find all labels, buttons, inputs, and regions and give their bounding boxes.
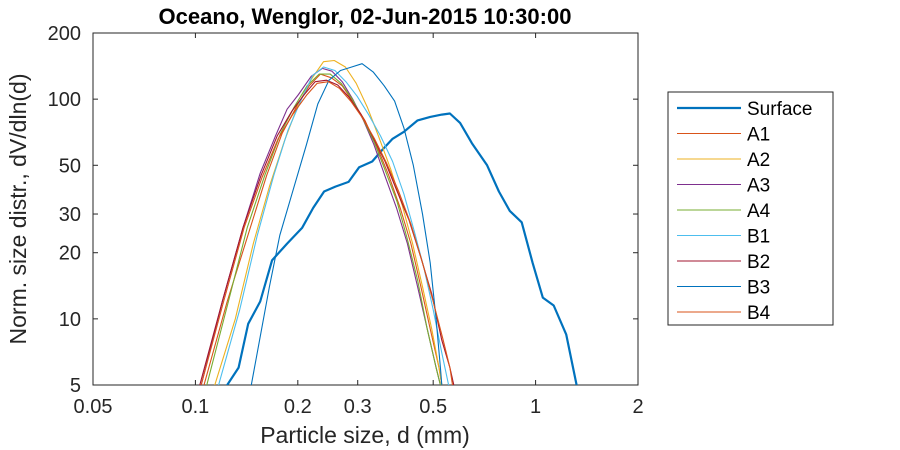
legend-label-a2: A2 <box>747 150 770 171</box>
x-tick-label: 0.05 <box>74 396 113 418</box>
series-line-a4 <box>206 73 441 385</box>
x-tick-label: 0.1 <box>182 396 210 418</box>
legend-label-a4: A4 <box>747 201 771 222</box>
legend-entries: Surface A1 A2 A3 A4 B1 B2 B3 B4 <box>677 99 812 324</box>
x-tick-label: 0.3 <box>344 396 372 418</box>
series-lines <box>199 59 578 385</box>
legend-label-b4: B4 <box>747 303 771 324</box>
series-line-a2 <box>214 59 443 385</box>
x-tick-label: 0.5 <box>419 396 447 418</box>
y-tick-label: 50 <box>59 155 81 177</box>
legend-label-b2: B2 <box>747 252 770 273</box>
legend-label-surface: Surface <box>747 99 812 120</box>
x-tick-labels: 0.05 0.1 0.2 0.3 0.5 1 2 <box>74 396 644 418</box>
y-tick-labels: 5 10 20 30 50 100 200 <box>48 23 81 397</box>
legend-label-b1: B1 <box>747 227 770 248</box>
y-tick-label: 20 <box>59 243 81 265</box>
legend-label-a3: A3 <box>747 176 770 197</box>
chart-title: Oceano, Wenglor, 02-Jun-2015 10:30:00 <box>159 4 572 29</box>
y-tick-label: 100 <box>48 89 81 111</box>
series-line-b3 <box>250 63 443 385</box>
series-line-b4 <box>200 81 454 385</box>
legend-label-a1: A1 <box>747 125 770 146</box>
x-tick-label: 0.2 <box>284 396 312 418</box>
series-line-a3 <box>200 67 441 385</box>
legend: Surface A1 A2 A3 A4 B1 B2 B3 B4 <box>667 91 834 326</box>
legend-label-b3: B3 <box>747 278 770 299</box>
y-tick-label: 30 <box>59 204 81 226</box>
x-tick-label: 2 <box>632 396 643 418</box>
y-tick-label: 200 <box>48 23 81 45</box>
y-tick-label: 5 <box>70 375 81 397</box>
series-line-surface <box>226 112 578 385</box>
y-axis-title: Norm. size distr., dV/dln(d) <box>5 74 31 345</box>
axis-ticks <box>92 32 639 386</box>
plot-area <box>92 32 639 386</box>
x-tick-label: 1 <box>530 396 541 418</box>
x-axis-title: Particle size, d (mm) <box>260 422 470 448</box>
series-line-a1 <box>203 73 443 385</box>
y-tick-label: 10 <box>59 309 81 331</box>
